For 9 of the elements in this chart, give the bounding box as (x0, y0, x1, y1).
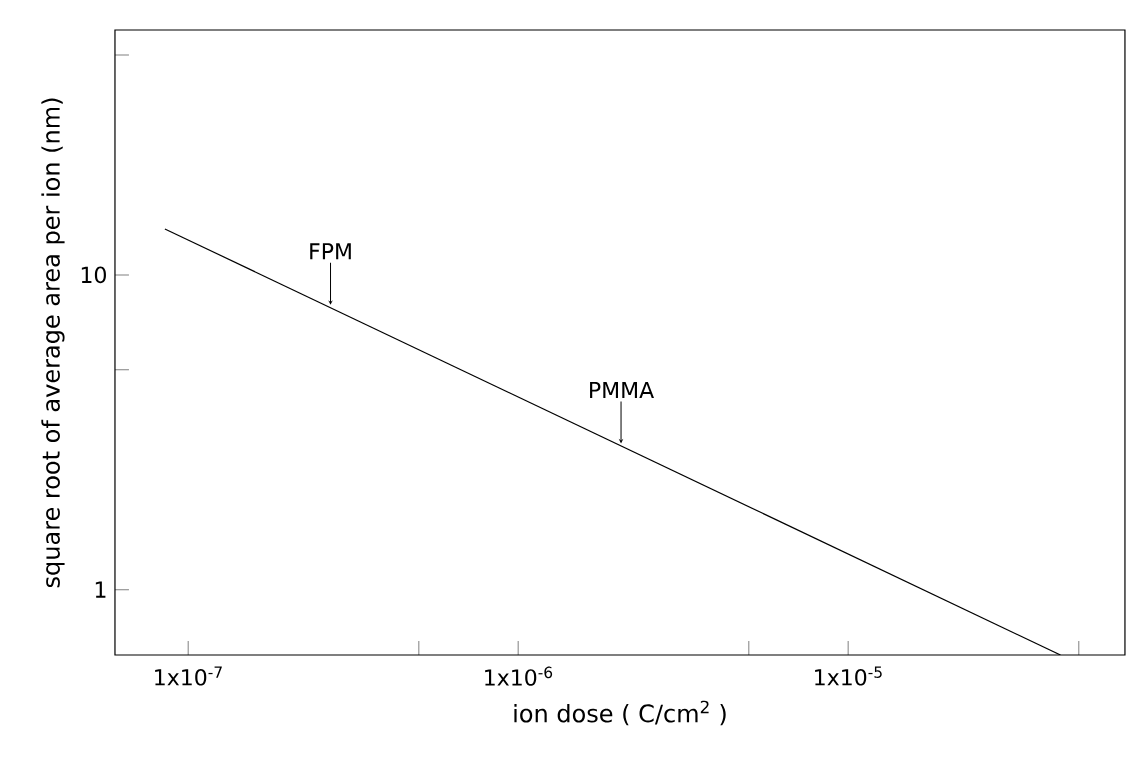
annotation: FPM (310, 243, 351, 260)
y-tick-label: 1 (95, 581, 106, 598)
x-tick-label: 1x10$^{-6}$ (485, 666, 553, 686)
y-axis-title: square root of average area per ion (nm) (41, 98, 65, 588)
x-tick-label: 1x10$^{-5}$ (815, 666, 882, 686)
x-tick-label: 1x10$^{-7}$ (155, 666, 222, 686)
y-tick-label: 10 (81, 266, 106, 284)
annotation: PMMA (590, 381, 654, 398)
x-axis-title: ion dose ( C/cm$^{2}$ ) (514, 700, 726, 726)
